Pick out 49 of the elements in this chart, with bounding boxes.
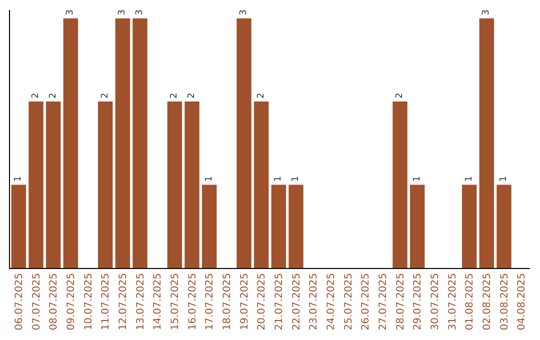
data-label: 3 <box>118 10 128 16</box>
x-tick-label: 30.07.2025 <box>430 273 441 330</box>
x-tick-label: 24.07.2025 <box>326 273 337 330</box>
x-tick-label: 14.07.2025 <box>152 273 164 330</box>
data-label: 1 <box>499 176 509 182</box>
x-tick-label: 06.07.2025 <box>14 273 25 330</box>
x-tick-label: 01.08.2025 <box>464 273 476 330</box>
data-label: 2 <box>100 92 110 99</box>
data-label: 1 <box>412 176 422 182</box>
x-tick-label: 03.08.2025 <box>499 273 510 330</box>
data-label: 3 <box>135 10 145 16</box>
x-tick-label: 25.07.2025 <box>343 273 354 330</box>
x-tick-label: 12.07.2025 <box>118 273 129 330</box>
data-label: 3 <box>239 10 249 16</box>
x-tick-label: 15.07.2025 <box>170 273 181 330</box>
x-tick-label: 04.08.2025 <box>516 273 528 330</box>
data-label: 2 <box>170 92 180 99</box>
x-tick-label: 02.08.2025 <box>482 273 493 330</box>
x-tick-label: 28.07.2025 <box>395 273 406 330</box>
data-label: 1 <box>274 176 284 182</box>
x-tick-label: 16.07.2025 <box>187 273 198 330</box>
x-tick-label: 10.07.2025 <box>83 273 94 330</box>
data-label: 2 <box>395 92 405 99</box>
x-tick-label: 19.07.2025 <box>239 273 250 330</box>
x-tick-label: 23.07.2025 <box>308 273 320 330</box>
x-tick-label: 22.07.2025 <box>291 273 302 330</box>
x-tick-label: 20.07.2025 <box>256 273 268 330</box>
data-label: 1 <box>204 176 214 182</box>
x-tick-label: 08.07.2025 <box>48 273 60 330</box>
x-tick-label: 13.07.2025 <box>135 273 146 330</box>
data-label: 2 <box>256 92 266 99</box>
data-label: 1 <box>291 176 301 182</box>
data-label: 3 <box>66 10 76 16</box>
x-tick-label: 18.07.2025 <box>222 273 233 330</box>
x-tick-label: 11.07.2025 <box>100 273 112 330</box>
data-label: 2 <box>31 92 41 99</box>
data-label: 1 <box>14 176 24 182</box>
data-label: 3 <box>482 10 492 16</box>
data-label: 2 <box>187 92 197 99</box>
x-tick-label: 27.07.2025 <box>378 273 389 330</box>
x-tick-label: 21.07.2025 <box>274 273 285 330</box>
x-tick-label: 17.07.2025 <box>204 273 216 330</box>
x-tick-label: 31.07.2025 <box>447 273 458 330</box>
x-tick-label: 09.07.2025 <box>66 273 77 330</box>
data-label: 2 <box>48 92 58 99</box>
x-tick-label: 26.07.2025 <box>360 273 372 330</box>
x-tick-label: 29.07.2025 <box>412 273 424 330</box>
x-tick-label: 07.07.2025 <box>31 273 42 330</box>
data-label: 1 <box>464 176 474 182</box>
